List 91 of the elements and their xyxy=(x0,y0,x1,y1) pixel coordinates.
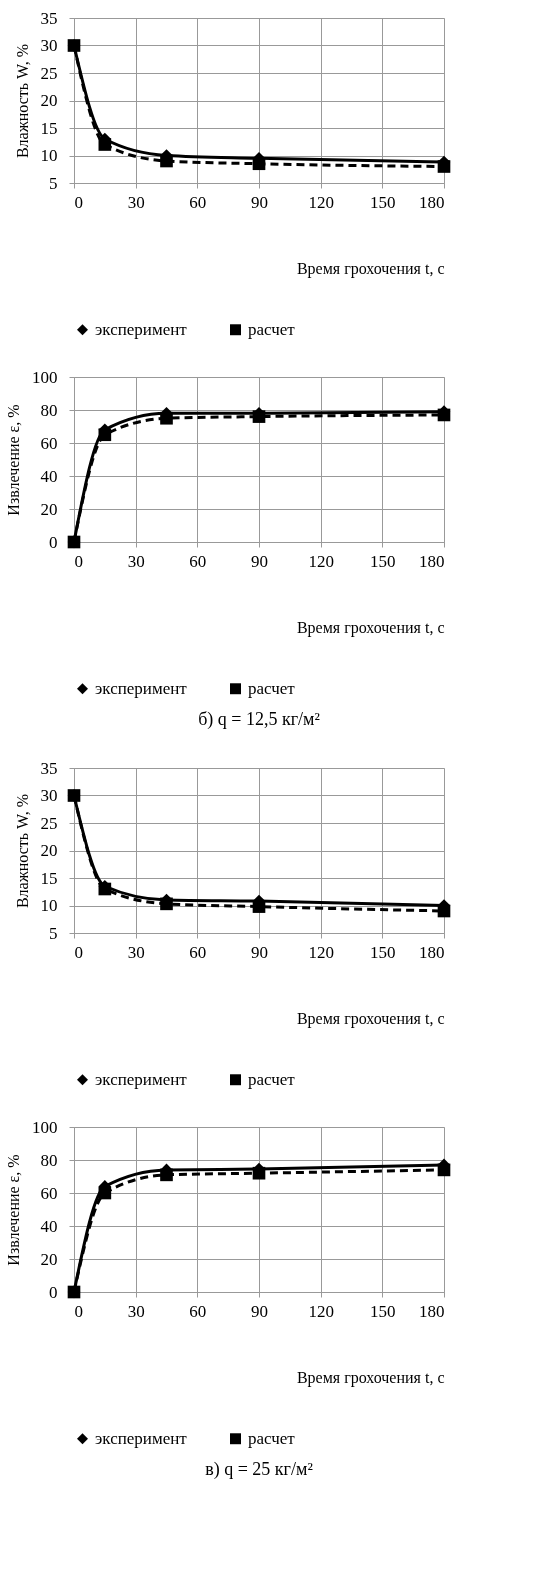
point xyxy=(160,154,173,168)
y-tick-label: 40 xyxy=(40,1216,58,1236)
y-tick-label: 60 xyxy=(40,1183,58,1203)
y-axis-title: Извлечение ε, % xyxy=(5,1154,22,1266)
x-tick-label: 150 xyxy=(370,1301,396,1321)
legend-label: расчет xyxy=(248,319,296,339)
legend-label: эксперимент xyxy=(95,1428,188,1448)
x-tick-label: 60 xyxy=(189,942,207,962)
y-tick-label: 30 xyxy=(40,786,58,805)
point xyxy=(67,1285,81,1299)
y-tick-label: 10 xyxy=(40,146,58,165)
point xyxy=(98,428,112,442)
y-tick-label: 100 xyxy=(32,1117,58,1137)
y-tick-label: 25 xyxy=(40,813,58,833)
x-tick-label: 0 xyxy=(74,1301,83,1321)
point xyxy=(160,897,173,911)
y-tick-label: 15 xyxy=(40,118,58,138)
x-tick-label: 180 xyxy=(419,942,445,962)
x-tick-label: 120 xyxy=(308,1301,334,1321)
y-tick-label: 15 xyxy=(40,868,58,888)
x-tick-label: 90 xyxy=(251,192,268,212)
y-tick-label: 20 xyxy=(40,91,58,110)
x-tick-label: 120 xyxy=(308,942,334,962)
x-tick-label: 30 xyxy=(127,551,145,571)
x-tick-label: 30 xyxy=(127,1301,145,1321)
legend-label: эксперимент xyxy=(95,1069,188,1089)
point xyxy=(252,1166,266,1180)
y-tick-label: 20 xyxy=(40,841,58,860)
point xyxy=(252,410,266,423)
point xyxy=(67,39,81,52)
y-tick-label: 0 xyxy=(49,1282,58,1302)
x-tick-label: 150 xyxy=(370,192,396,212)
text: в) q = 25 кг/м² xyxy=(205,1459,313,1480)
y-tick-label: 35 xyxy=(40,758,58,778)
point xyxy=(437,160,451,173)
x-tick-label: 90 xyxy=(251,1301,268,1321)
y-tick-label: 100 xyxy=(32,367,58,387)
y-tick-label: 10 xyxy=(40,896,58,915)
point xyxy=(160,411,173,425)
x-tick-label: 120 xyxy=(308,551,334,571)
x-tick-label: 30 xyxy=(127,942,145,962)
point xyxy=(437,408,451,422)
y-tick-label: 35 xyxy=(40,8,58,28)
x-tick-label: 60 xyxy=(189,551,207,571)
legend-label: эксперимент xyxy=(95,678,188,698)
point xyxy=(252,157,266,171)
x-tick-label: 0 xyxy=(74,551,83,571)
y-tick-label: 20 xyxy=(40,1249,58,1269)
x-tick-label: 60 xyxy=(189,192,207,212)
y-axis-title: Влажность W, % xyxy=(13,43,31,159)
y-tick-label: 80 xyxy=(40,400,58,420)
x-axis-title: Время грохочения t, с xyxy=(296,618,445,637)
y-tick-label: 25 xyxy=(40,63,58,83)
x-axis-title: Время грохочения t, с xyxy=(296,259,445,278)
point xyxy=(437,904,451,918)
legend-label: расчет xyxy=(248,1069,296,1089)
x-tick-label: 90 xyxy=(251,942,268,962)
x-tick-label: 120 xyxy=(308,192,334,212)
x-tick-label: 0 xyxy=(74,192,83,212)
y-tick-label: 30 xyxy=(40,36,58,55)
y-tick-label: 80 xyxy=(40,1150,58,1170)
point xyxy=(98,138,112,151)
legend-label: расчет xyxy=(248,678,296,698)
x-tick-label: 180 xyxy=(419,192,445,212)
y-axis-title: Извлечение ε, % xyxy=(5,404,22,516)
legend-label: расчет xyxy=(248,1428,296,1448)
y-tick-label: 5 xyxy=(49,173,58,193)
y-tick-label: 20 xyxy=(40,499,58,519)
x-tick-label: 60 xyxy=(189,1301,207,1321)
x-tick-label: 30 xyxy=(127,192,145,212)
x-tick-label: 150 xyxy=(370,551,396,571)
point xyxy=(67,789,81,802)
point xyxy=(437,1163,451,1177)
y-tick-label: 5 xyxy=(49,923,58,943)
point xyxy=(160,1168,173,1182)
x-tick-label: 180 xyxy=(419,1301,445,1321)
x-axis-title: Время грохочения t, с xyxy=(296,1368,445,1387)
x-tick-label: 180 xyxy=(419,551,445,571)
y-axis-title: Влажность W, % xyxy=(13,793,31,909)
text: б) q = 12,5 кг/м² xyxy=(198,709,320,730)
x-tick-label: 150 xyxy=(370,942,396,962)
x-tick-label: 0 xyxy=(74,942,83,962)
x-axis-title: Время грохочения t, с xyxy=(296,1009,445,1028)
point xyxy=(252,900,266,913)
y-tick-label: 40 xyxy=(40,466,58,486)
y-tick-label: 60 xyxy=(40,433,58,453)
y-tick-label: 0 xyxy=(49,532,58,552)
legend-label: эксперимент xyxy=(95,319,188,339)
x-tick-label: 90 xyxy=(251,551,268,571)
point xyxy=(98,1186,112,1200)
point xyxy=(67,535,81,549)
